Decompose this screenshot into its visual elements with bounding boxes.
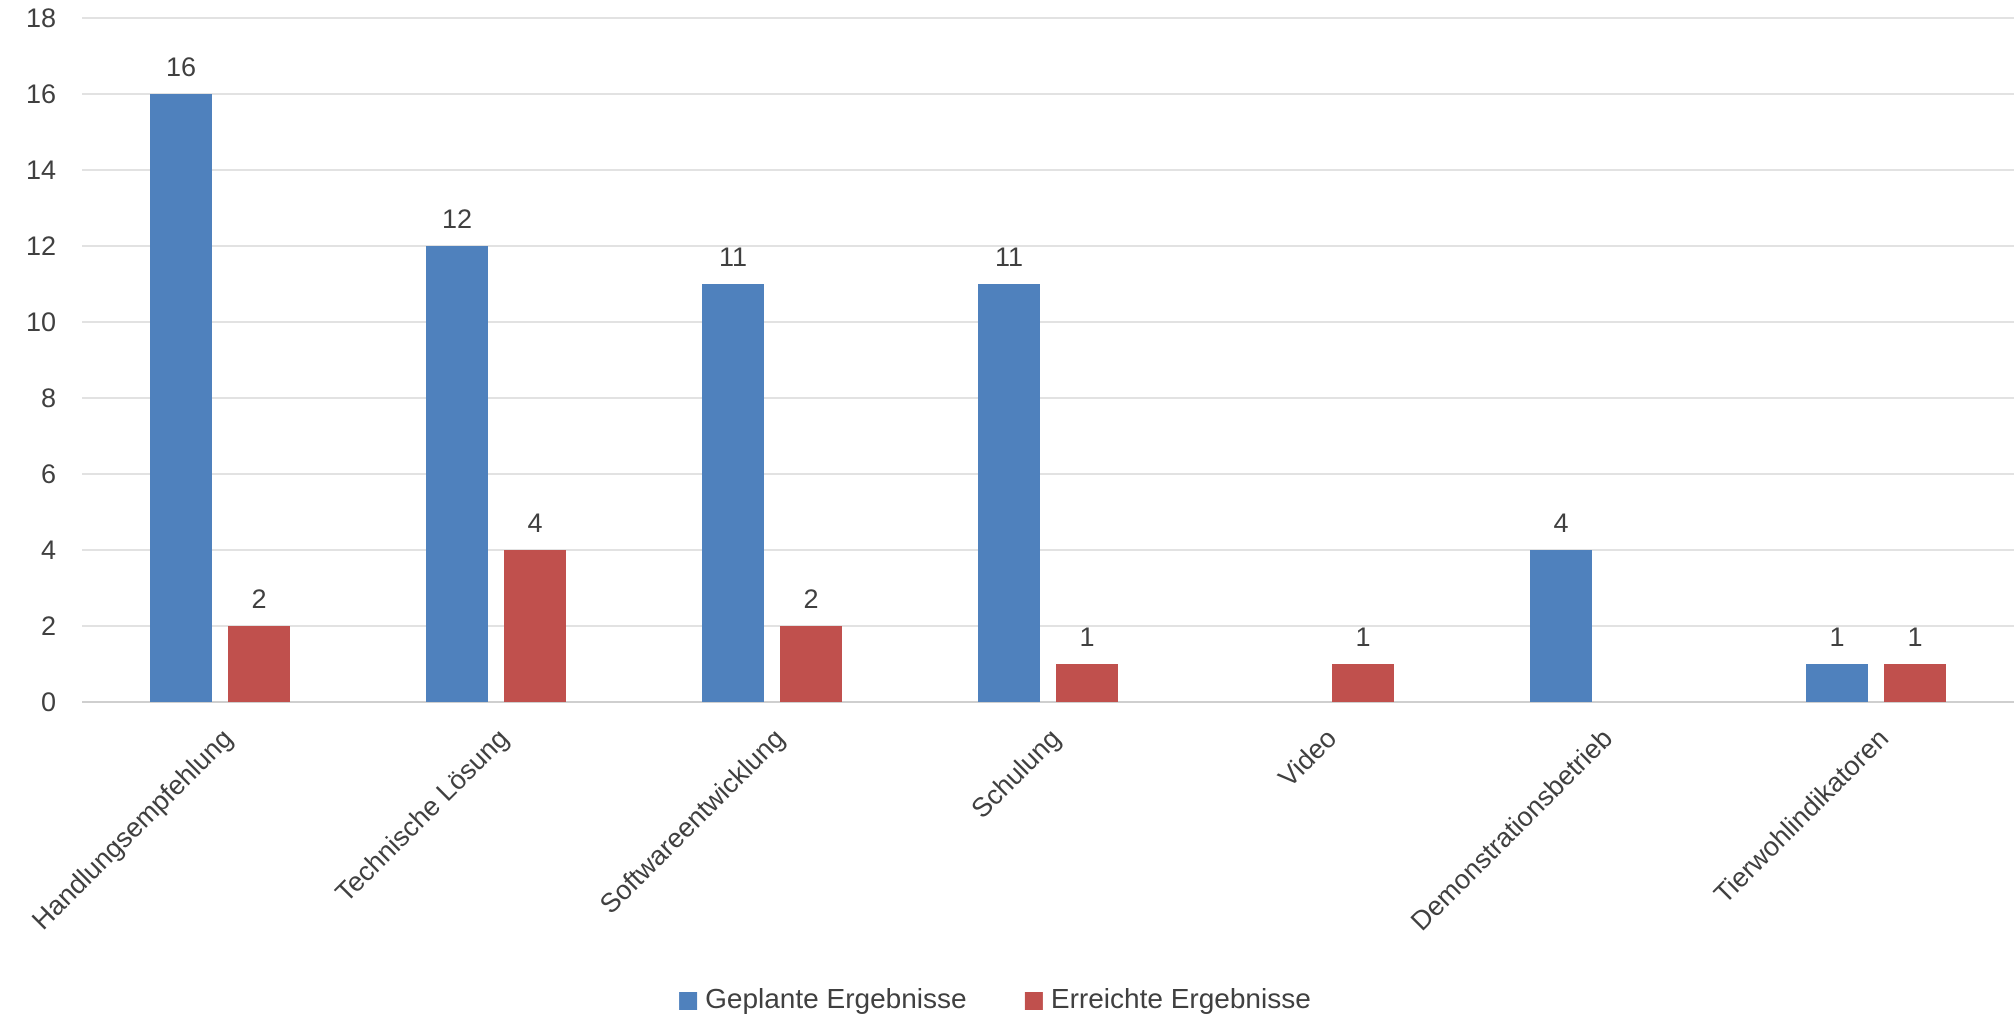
bar-achieved <box>1332 664 1394 702</box>
data-label: 4 <box>1553 508 1568 538</box>
legend: Geplante Ergebnisse Erreichte Ergebnisse <box>679 983 1311 1014</box>
y-tick-label: 12 <box>26 231 56 261</box>
data-label: 1 <box>1355 622 1370 652</box>
bar-planned <box>150 94 212 702</box>
bar-achieved <box>780 626 842 702</box>
y-tick-label: 14 <box>26 155 56 185</box>
data-label: 2 <box>251 584 266 614</box>
data-label: 1 <box>1079 622 1094 652</box>
x-category-label: Technische Lösung <box>330 723 515 908</box>
bar-planned <box>1806 664 1868 702</box>
y-tick-label: 18 <box>26 3 56 33</box>
data-label: 16 <box>166 52 196 82</box>
x-category-label: Schulung <box>965 723 1066 824</box>
bar-planned <box>1530 550 1592 702</box>
data-label: 1 <box>1907 622 1922 652</box>
y-tick-label: 8 <box>41 383 56 413</box>
bar-achieved <box>1884 664 1946 702</box>
bar-achieved <box>504 550 566 702</box>
x-category-label: Handlungsempfehlung <box>26 723 238 935</box>
x-category-label: Softwareentwicklung <box>594 723 790 919</box>
y-tick-label: 4 <box>41 535 56 565</box>
data-label: 11 <box>719 242 747 272</box>
data-label: 1 <box>1829 622 1844 652</box>
bar-achieved <box>228 626 290 702</box>
y-tick-label: 16 <box>26 79 56 109</box>
gridlines <box>82 17 2014 703</box>
legend-swatch <box>679 992 698 1010</box>
legend-label: Geplante Ergebnisse <box>705 983 967 1014</box>
y-tick-label: 2 <box>41 611 56 641</box>
x-category-label: Tierwohlindikatoren <box>1708 723 1894 909</box>
y-tick-label: 6 <box>41 459 56 489</box>
y-axis-tick-labels: 0 2 4 6 8 10 12 14 16 18 <box>26 3 56 717</box>
bar-planned <box>978 284 1040 702</box>
bar-planned <box>702 284 764 702</box>
bar-planned <box>426 246 488 702</box>
bar-achieved <box>1056 664 1118 702</box>
data-label: 4 <box>527 508 542 538</box>
legend-swatch <box>1024 992 1043 1010</box>
y-tick-label: 10 <box>26 307 56 337</box>
x-category-label: Demonstrationsbetrieb <box>1405 723 1618 936</box>
data-label: 2 <box>803 584 818 614</box>
x-category-label: Video <box>1273 723 1343 793</box>
bars <box>150 94 1946 702</box>
legend-label: Erreichte Ergebnisse <box>1051 983 1311 1014</box>
x-axis-category-labels: Handlungsempfehlung Technische Lösung Soft… <box>26 723 1894 936</box>
data-label: 11 <box>995 242 1023 272</box>
y-tick-label: 0 <box>41 687 56 717</box>
data-label: 12 <box>442 204 472 234</box>
